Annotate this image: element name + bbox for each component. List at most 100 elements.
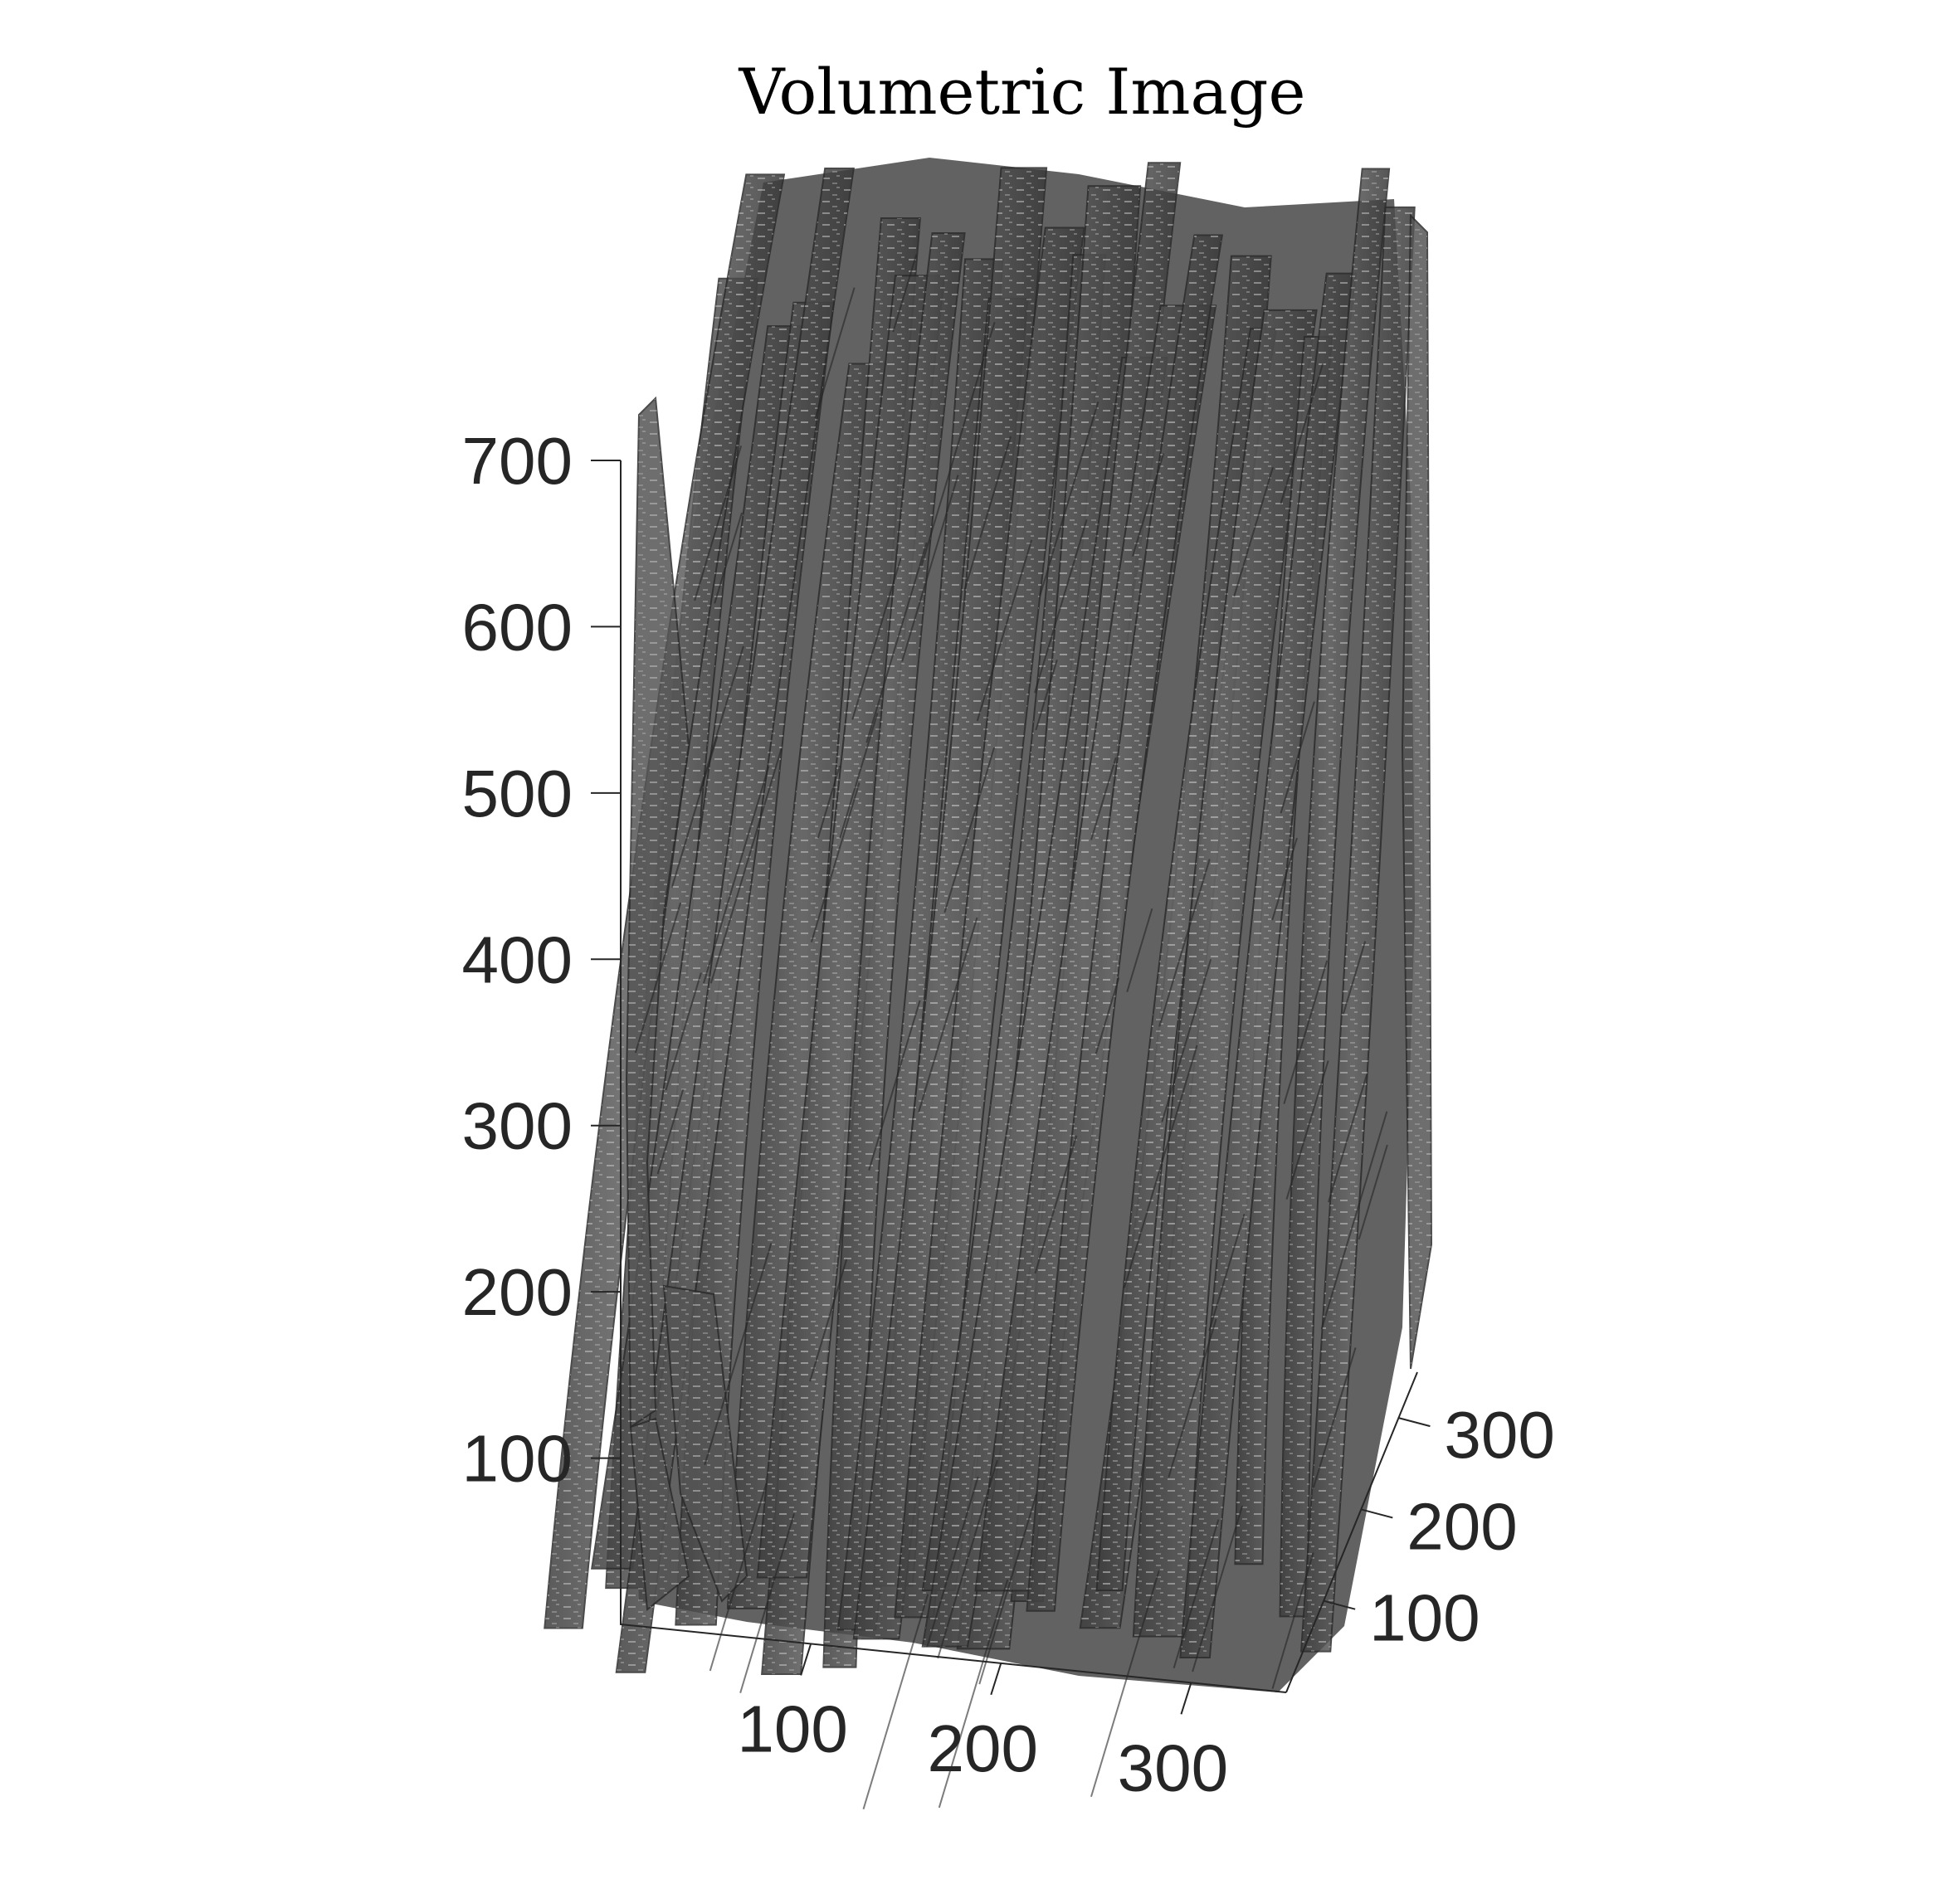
contour-ridge bbox=[1038, 401, 1099, 598]
y-tick bbox=[1361, 1508, 1393, 1519]
fibre-highlight bbox=[853, 168, 1047, 1639]
z-tick-label: 600 bbox=[462, 590, 573, 664]
fibre-highlight bbox=[1180, 273, 1357, 1658]
contour-ridge bbox=[978, 1493, 1037, 1685]
contour-ridge bbox=[1280, 363, 1324, 504]
x-tick-label: 100 bbox=[737, 1692, 847, 1765]
z-tick-label: 700 bbox=[462, 424, 573, 498]
contour-ridge bbox=[1358, 1144, 1388, 1240]
contour-ridge bbox=[809, 1259, 848, 1382]
contour-ridge bbox=[1320, 1111, 1388, 1330]
contour-ridge bbox=[817, 765, 841, 839]
contour-ridge bbox=[1208, 1213, 1246, 1332]
fibre-highlight bbox=[1280, 168, 1390, 1617]
x-tick-label: 300 bbox=[1118, 1731, 1228, 1804]
contour-ridge bbox=[1090, 1570, 1160, 1798]
contour-ridge bbox=[963, 436, 1012, 592]
contour-ridge bbox=[1123, 1044, 1198, 1288]
fibre-highlight bbox=[823, 233, 965, 1668]
fibre-highlight bbox=[1301, 207, 1415, 1652]
axes: 100 200 300 400 500 600 700 100 200 300 100 200 30… bbox=[462, 424, 1555, 1804]
contour-ridge bbox=[810, 782, 861, 942]
contour-ridge bbox=[703, 766, 770, 984]
contour-ridge bbox=[709, 747, 783, 984]
z-tick-label: 400 bbox=[462, 923, 573, 996]
contour-ridge bbox=[851, 557, 902, 720]
contour-ridge bbox=[1280, 701, 1315, 814]
x-tick bbox=[1180, 1682, 1192, 1715]
x-ticks: 100 200 300 bbox=[737, 1643, 1228, 1804]
contour-ridge bbox=[937, 1459, 998, 1659]
z-axis-line bbox=[620, 460, 1287, 1693]
fibre-highlight bbox=[1235, 336, 1333, 1565]
volume-fragment-highlight bbox=[1402, 216, 1431, 1369]
volume-fragment-highlight bbox=[631, 1419, 689, 1609]
contour-ridge bbox=[1192, 1505, 1244, 1672]
fibre-highlight bbox=[1096, 329, 1276, 1591]
y-ticks: 100 200 300 bbox=[1323, 1398, 1555, 1655]
z-ticks: 100 200 300 400 500 600 700 bbox=[462, 424, 621, 1496]
volume-fragment-highlight bbox=[664, 1286, 747, 1601]
contour-ridge bbox=[1034, 1135, 1078, 1274]
fibre-highlight bbox=[1026, 235, 1222, 1611]
z-tick-label: 200 bbox=[462, 1255, 573, 1329]
contour-ridge bbox=[1283, 960, 1329, 1104]
volume-surface bbox=[544, 158, 1433, 1810]
contour-ridge bbox=[670, 736, 719, 889]
contour-ridge bbox=[976, 539, 1033, 722]
y-axis-line bbox=[1285, 1371, 1418, 1693]
fibre-highlight bbox=[895, 227, 1085, 1618]
contour-ridge bbox=[634, 902, 682, 1054]
x-tick bbox=[800, 1643, 812, 1676]
y-tick-label: 300 bbox=[1444, 1398, 1554, 1472]
y-tick-label: 200 bbox=[1407, 1489, 1517, 1563]
contour-ridge bbox=[699, 645, 744, 792]
contour-ridge bbox=[704, 1243, 773, 1465]
fibre-highlight bbox=[675, 302, 834, 1625]
contour-ridge bbox=[1090, 757, 1117, 840]
contour-ridge bbox=[892, 254, 918, 333]
contour-ridge bbox=[918, 917, 978, 1113]
y-tick bbox=[1398, 1417, 1431, 1428]
contour-ridge bbox=[1173, 1519, 1220, 1669]
z-tick-label: 500 bbox=[462, 757, 573, 830]
contour-ridge bbox=[694, 446, 743, 601]
z-tick-label: 300 bbox=[462, 1089, 573, 1163]
fibre-highlight bbox=[1133, 309, 1317, 1637]
contour-ridge bbox=[1126, 908, 1153, 993]
contour-ridge bbox=[901, 475, 959, 662]
contour-ridge bbox=[1328, 1074, 1368, 1203]
contour-ridge bbox=[1312, 1347, 1357, 1490]
contour-ridge bbox=[665, 972, 702, 1091]
contour-ridge bbox=[1161, 959, 1212, 1122]
contour-ridge bbox=[865, 542, 928, 743]
contour-ridge bbox=[1168, 1318, 1217, 1478]
contour-ridge bbox=[920, 321, 996, 567]
contour-ridge bbox=[709, 1483, 768, 1672]
chart-title: Volumetric Image bbox=[739, 55, 1306, 129]
contour-ridge bbox=[1233, 466, 1274, 597]
contour-ridge bbox=[1271, 837, 1298, 921]
contour-ridge bbox=[814, 287, 856, 419]
contour-ridge bbox=[1342, 941, 1367, 1015]
z-tick-label: 100 bbox=[462, 1422, 573, 1496]
volume-fragment-highlight bbox=[627, 398, 689, 1427]
contour-ridge bbox=[1095, 977, 1120, 1054]
y-tick-label: 100 bbox=[1369, 1581, 1480, 1655]
contour-ridge bbox=[1131, 453, 1165, 557]
contour-ridge bbox=[943, 747, 995, 913]
x-tick bbox=[990, 1663, 1002, 1696]
contour-ridge bbox=[1035, 660, 1058, 731]
contour-ridge bbox=[862, 1594, 929, 1810]
contour-ridge bbox=[839, 713, 879, 839]
y-tick bbox=[1323, 1599, 1356, 1610]
contour-ridge bbox=[1285, 1060, 1329, 1200]
contour-ridge bbox=[868, 1000, 921, 1171]
contour-ridge bbox=[926, 1476, 979, 1648]
contour-ridge bbox=[714, 512, 744, 604]
contour-ridge bbox=[1271, 1552, 1314, 1689]
contour-ridge bbox=[739, 1513, 795, 1693]
contour-ridge bbox=[938, 1579, 1009, 1809]
contour-ridge bbox=[656, 1089, 685, 1175]
